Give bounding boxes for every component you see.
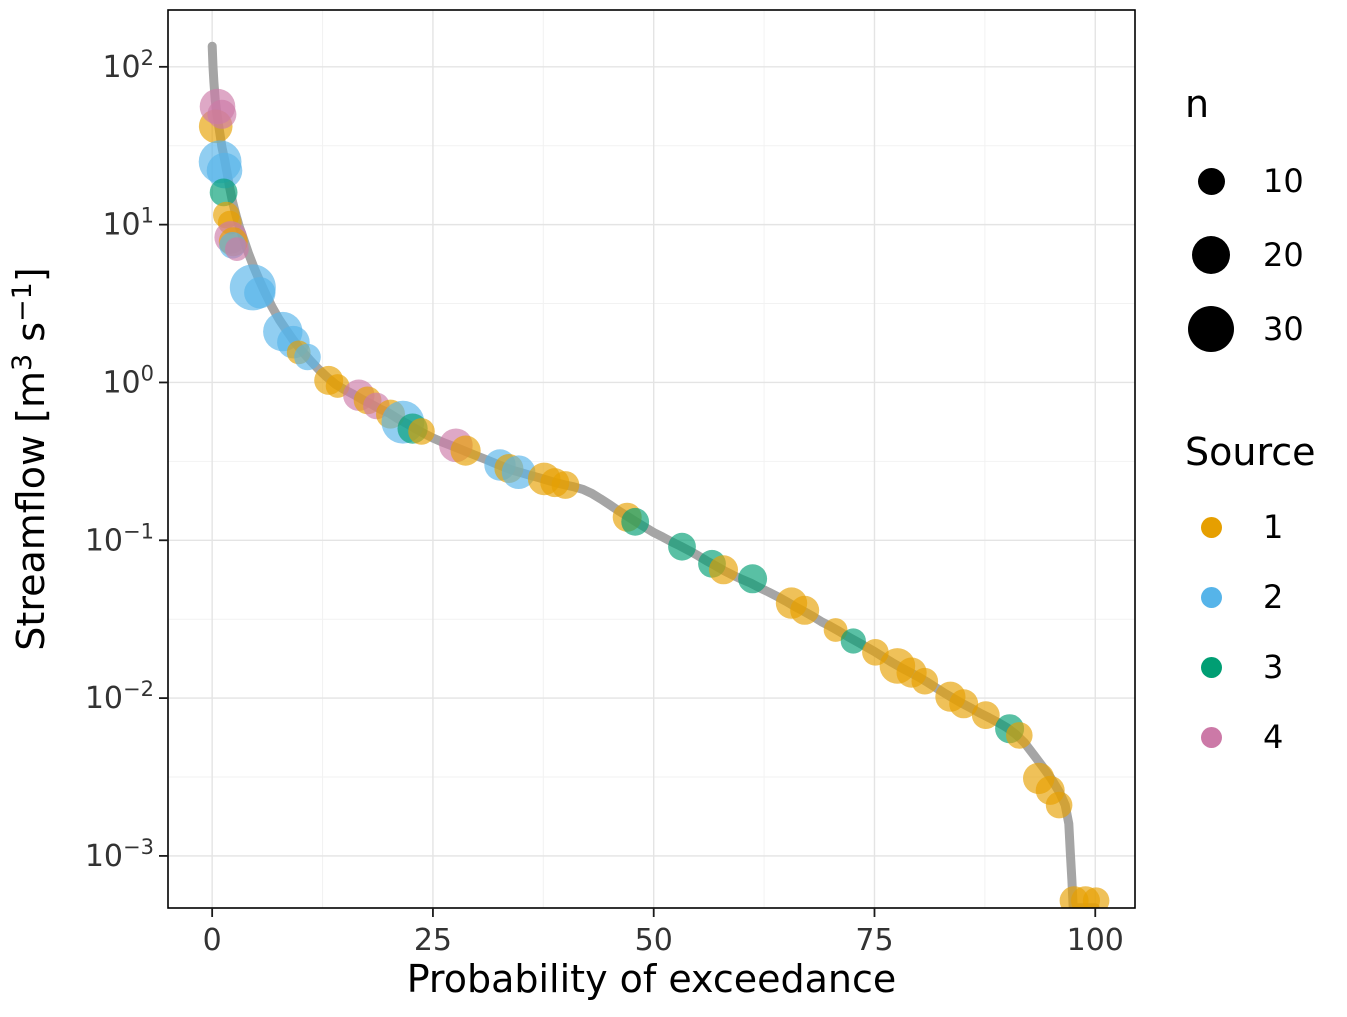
panel-border [167, 9, 1136, 909]
legend-size-label: 30 [1263, 310, 1304, 348]
legend-source-item: 2 [1185, 562, 1345, 632]
y-tick-label: 101 [102, 204, 154, 243]
source-dot-icon [1185, 516, 1237, 538]
panel-background [168, 10, 1135, 908]
legend-source-block: Source 1 2 3 4 [1185, 430, 1345, 772]
legend-source-item: 4 [1185, 702, 1345, 772]
data-point [209, 178, 238, 207]
legend-source-items: 1 2 3 4 [1185, 492, 1345, 772]
data-point [551, 471, 580, 499]
x-tick-label: 50 [635, 923, 673, 958]
legend-source-label: 4 [1263, 718, 1284, 756]
data-point [207, 99, 237, 129]
data-point [501, 455, 536, 490]
data-point [738, 564, 768, 594]
data-point [709, 555, 738, 585]
source-dot-icon [1185, 656, 1237, 678]
y-axis-title: Streamflow [m3 s−1] [7, 267, 53, 650]
y-tick-label: 10−1 [85, 519, 154, 558]
legend-source-label: 3 [1263, 648, 1284, 686]
data-point [621, 507, 650, 536]
legend-source-item: 1 [1185, 492, 1345, 562]
x-tick-label: 0 [203, 923, 222, 958]
y-tick-label: 10−2 [85, 677, 154, 716]
axes: 0 25 50 75 100 10−3 10−2 10−1 100 101 102 [85, 46, 1124, 958]
y-tick-label: 10−3 [85, 835, 154, 874]
x-tick-label: 75 [855, 923, 893, 958]
source-dot-icon [1185, 726, 1237, 748]
y-tick-label: 102 [102, 46, 154, 85]
legend-size-block: n 10 20 30 [1185, 82, 1345, 366]
y-tick-label: 100 [102, 361, 154, 400]
legend-size-item: 20 [1185, 218, 1345, 292]
x-tick-label: 100 [1067, 923, 1124, 958]
data-point [949, 689, 979, 719]
legend: n 10 20 30 Source 1 2 3 4 [1185, 82, 1345, 772]
data-point [1045, 791, 1073, 819]
legend-size-item: 30 [1185, 292, 1345, 366]
plot-svg: 0 25 50 75 100 10−3 10−2 10−1 100 101 102 Probabili… [7, 9, 1136, 1001]
legend-size-label: 20 [1263, 236, 1304, 274]
data-point [244, 277, 276, 309]
data-point [823, 618, 848, 642]
legend-source-title: Source [1185, 430, 1316, 474]
data-point [790, 595, 820, 625]
data-point [840, 628, 866, 654]
size-dot-icon [1185, 167, 1237, 195]
x-axis-title: Probability of exceedance [407, 957, 897, 1001]
legend-source-label: 2 [1263, 578, 1284, 616]
data-point [971, 701, 1000, 729]
data-point [1006, 722, 1033, 749]
legend-size-title: n [1185, 82, 1210, 126]
data-point [911, 667, 939, 695]
data-point [294, 343, 321, 371]
data-point [450, 435, 481, 466]
legend-size-items: 10 20 30 [1185, 144, 1345, 366]
legend-size-item: 10 [1185, 144, 1345, 218]
size-dot-icon [1185, 306, 1237, 352]
data-point [206, 152, 243, 189]
data-layer [198, 41, 1110, 908]
data-point [225, 237, 249, 261]
legend-size-label: 10 [1263, 162, 1304, 200]
x-tick-label: 25 [414, 923, 452, 958]
grid-major [168, 10, 1135, 908]
data-point [408, 418, 435, 445]
data-point [668, 532, 696, 561]
legend-source-label: 1 [1263, 508, 1284, 546]
grid-minor [168, 10, 1135, 908]
size-dot-icon [1185, 236, 1237, 274]
source-dot-icon [1185, 586, 1237, 608]
data-point [1082, 887, 1110, 908]
legend-source-item: 3 [1185, 632, 1345, 702]
